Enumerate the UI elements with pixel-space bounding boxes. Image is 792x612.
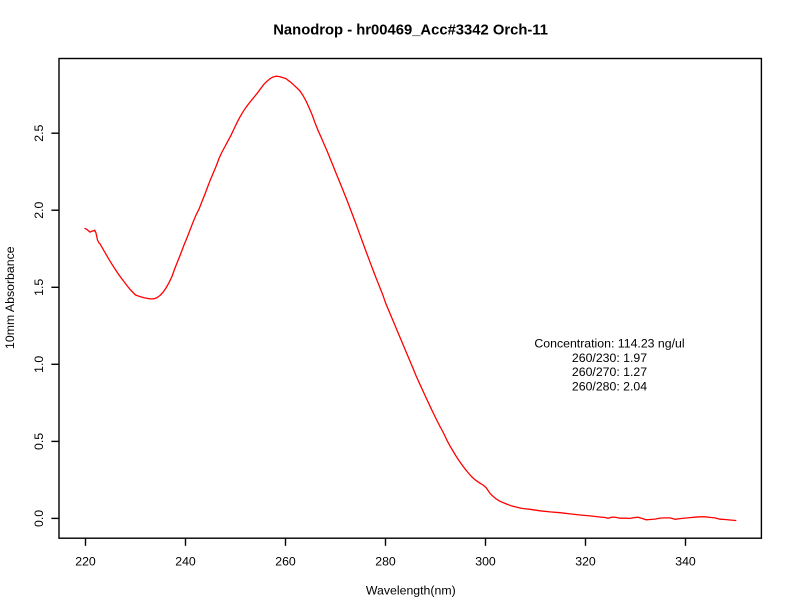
svg-text:260: 260 — [275, 555, 296, 569]
svg-text:1.0: 1.0 — [32, 356, 46, 373]
svg-text:Wavelength(nm): Wavelength(nm) — [366, 584, 456, 598]
svg-text:Concentration: 114.23 ng/ul: Concentration: 114.23 ng/ul — [534, 337, 684, 351]
svg-text:1.5: 1.5 — [32, 279, 46, 296]
svg-text:2.5: 2.5 — [32, 124, 46, 141]
svg-text:300: 300 — [475, 555, 496, 569]
svg-text:220: 220 — [75, 555, 96, 569]
svg-text:0.5: 0.5 — [32, 433, 46, 450]
svg-text:320: 320 — [575, 555, 596, 569]
svg-text:260/280: 2.04: 260/280: 2.04 — [572, 380, 647, 394]
svg-text:0.0: 0.0 — [32, 510, 46, 527]
svg-text:10mm Absorbance: 10mm Absorbance — [3, 246, 17, 349]
svg-text:Nanodrop - hr00469_Acc#3342 Or: Nanodrop - hr00469_Acc#3342 Orch-11 — [273, 23, 548, 39]
svg-text:2.0: 2.0 — [32, 201, 46, 218]
svg-text:260/270: 1.27: 260/270: 1.27 — [572, 365, 647, 379]
svg-text:240: 240 — [175, 555, 196, 569]
svg-text:280: 280 — [375, 555, 396, 569]
svg-text:260/230: 1.97: 260/230: 1.97 — [572, 351, 647, 365]
svg-text:340: 340 — [675, 555, 696, 569]
